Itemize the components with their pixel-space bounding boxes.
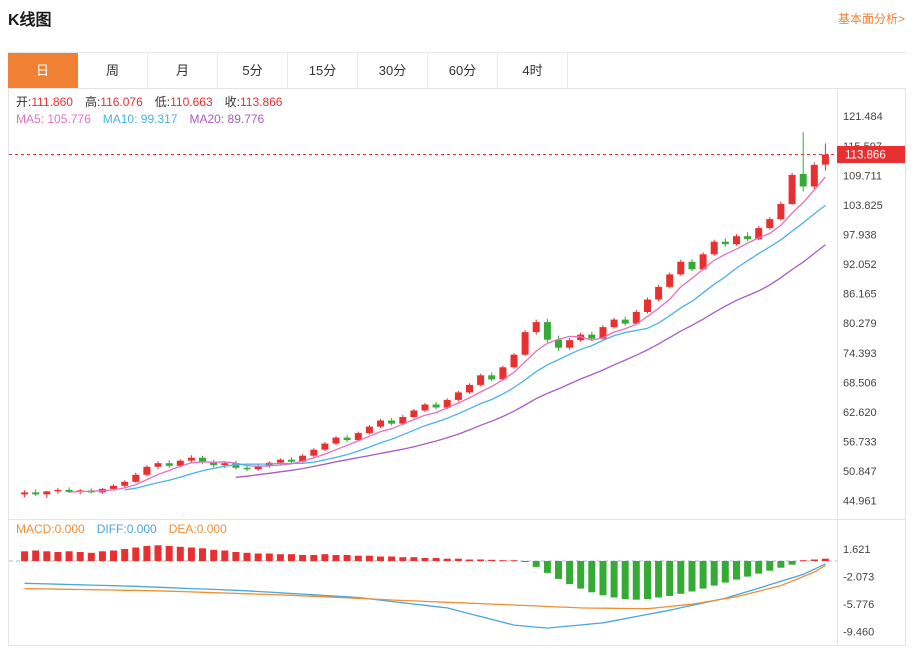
kline-chart-svg: 121.484115.597109.711103.82597.93892.052… [9,89,905,645]
candlestick-series [21,132,829,498]
ma5-line [69,176,826,493]
macd-axis-label: 1.621 [843,544,871,556]
page-title: K线图 [8,12,52,29]
diff-readout: DIFF:0.000 [96,522,157,536]
chart-box: 121.484115.597109.711103.82597.93892.052… [8,88,906,646]
svg-text:113.866: 113.866 [845,150,886,162]
macd-axis-label: -9.460 [843,627,874,639]
close-value: 113.866 [239,95,283,109]
period-tabbar: 日周月 5分 15分 30分 60分 4时 [8,52,906,89]
ma10-readout: MA10: 99.317 [102,112,178,126]
open-value: 111.860 [31,95,73,109]
price-axis-label: 97.938 [843,230,877,242]
current-price-tag: 113.866 [837,146,905,163]
ohlc-info: 开:111.860 高:116.076 低:110.663 收:113.866 [16,95,294,110]
low-label: 低: [154,95,171,109]
macd-histogram [21,545,829,600]
macd-axis-label: -5.776 [843,599,874,611]
macd-axis-labels: 1.621 -2.073 -5.776 -9.460 [843,544,874,639]
tab-day[interactable]: 日 [8,53,78,89]
price-axis-label: 121.484 [843,111,883,123]
price-axis-label: 68.506 [843,377,877,389]
ma20-line [235,244,826,478]
ma5-readout: MA5: 105.776 [16,112,91,126]
price-axis-label: 62.620 [843,407,877,419]
tab-month[interactable]: 月 [148,53,218,89]
close-label: 收: [224,95,240,109]
open-label: 开: [16,95,32,109]
high-label: 高: [84,95,101,109]
price-axis-labels: 121.484115.597109.711103.82597.93892.052… [843,111,883,507]
low-value: 110.663 [170,95,213,109]
price-axis-label: 44.961 [843,496,877,508]
ma10-line [124,204,826,491]
price-axis-label: 50.847 [843,466,877,478]
price-axis-label: 80.279 [843,318,877,330]
price-axis-label: 103.825 [843,200,883,212]
price-axis-label: 109.711 [843,170,882,182]
macd-axis-label: -2.073 [843,571,874,583]
high-value: 116.076 [100,95,143,109]
macd-info: MACD:0.000 DIFF:0.000 DEA:0.000 [16,522,239,537]
price-axis-label: 92.052 [843,259,877,271]
price-axis-label: 86.165 [843,289,877,301]
diff-line [24,563,826,629]
tab-5min[interactable]: 5分 [218,53,288,89]
dea-line [24,564,826,610]
macd-readout: MACD:0.000 [16,522,85,536]
fundamental-analysis-link[interactable]: 基本面分析> [837,12,905,26]
tab-4hour[interactable]: 4时 [498,53,568,89]
tab-60min[interactable]: 60分 [428,53,498,89]
price-axis-label: 56.733 [843,437,877,449]
ma-info: MA5: 105.776 MA10: 99.317 MA20: 89.776 [16,112,276,127]
tab-30min[interactable]: 30分 [358,53,428,89]
ma20-readout: MA20: 89.776 [189,112,265,126]
tab-week[interactable]: 周 [78,53,148,89]
kline-chart-canvas[interactable]: 121.484115.597109.711103.82597.93892.052… [9,89,905,645]
dea-readout: DEA:0.000 [168,522,227,536]
price-axis-label: 74.393 [843,348,877,360]
tab-15min[interactable]: 15分 [288,53,358,89]
